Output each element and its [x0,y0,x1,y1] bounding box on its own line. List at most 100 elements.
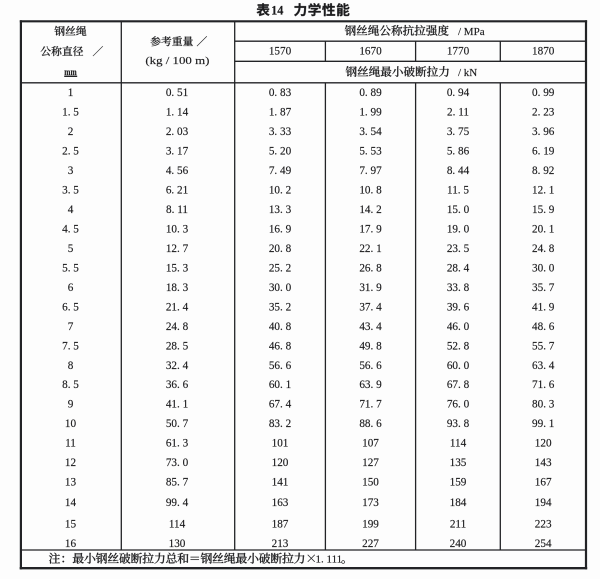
svg-text:16: 16 [65,538,77,550]
svg-text:141: 141 [272,477,289,489]
svg-text:1770: 1770 [447,46,470,58]
svg-text:8. 5: 8. 5 [62,379,79,391]
svg-text:213: 213 [272,538,289,550]
svg-text:41. 1: 41. 1 [166,399,188,411]
svg-text:7: 7 [68,321,74,333]
svg-text:3. 75: 3. 75 [447,126,470,138]
svg-text:23. 5: 23. 5 [447,243,470,255]
svg-text:37. 4: 37. 4 [359,301,382,313]
svg-text:43. 4: 43. 4 [359,321,382,333]
svg-text:16. 9: 16. 9 [269,224,292,236]
svg-text:52. 8: 52. 8 [447,340,470,352]
svg-text:114: 114 [450,438,467,450]
svg-text:163: 163 [272,497,289,509]
svg-text:24. 8: 24. 8 [532,243,555,255]
svg-text:0. 51: 0. 51 [166,87,188,99]
svg-text:83. 2: 83. 2 [269,418,291,430]
svg-text:13: 13 [65,477,77,489]
svg-text:1. 14: 1. 14 [166,107,189,119]
svg-text:93. 8: 93. 8 [447,418,470,430]
svg-text:25. 2: 25. 2 [269,262,291,274]
svg-text:32. 4: 32. 4 [166,360,189,372]
svg-text:48. 6: 48. 6 [532,321,555,333]
svg-text:2. 03: 2. 03 [166,126,189,138]
svg-text:10. 2: 10. 2 [269,185,291,197]
svg-text:20. 8: 20. 8 [269,243,292,255]
svg-text:1. 99: 1. 99 [359,107,382,119]
svg-text:10. 3: 10. 3 [166,224,189,236]
svg-text:150: 150 [362,477,379,489]
svg-text:19. 0: 19. 0 [447,224,470,236]
svg-text:240: 240 [450,538,467,550]
svg-text:99. 1: 99. 1 [532,418,554,430]
svg-text:85. 7: 85. 7 [166,477,189,489]
svg-text:5. 5: 5. 5 [62,262,79,274]
svg-text:194: 194 [535,497,552,509]
svg-text:55. 7: 55. 7 [532,340,555,352]
svg-text:14. 2: 14. 2 [359,204,381,216]
svg-text:4. 5: 4. 5 [62,224,79,236]
svg-text:5. 86: 5. 86 [447,146,470,158]
svg-text:28. 4: 28. 4 [447,262,470,274]
svg-text:71. 6: 71. 6 [532,379,555,391]
svg-text:1: 1 [68,87,74,99]
svg-text:0. 89: 0. 89 [359,87,382,99]
svg-text:60. 1: 60. 1 [269,379,291,391]
svg-text:6: 6 [68,282,74,294]
svg-text:159: 159 [450,477,467,489]
svg-text:227: 227 [362,538,379,550]
svg-text:18. 3: 18. 3 [166,282,189,294]
svg-text:1. 87: 1. 87 [269,107,292,119]
svg-text:50. 7: 50. 7 [166,418,189,430]
svg-text:33. 8: 33. 8 [447,282,470,294]
svg-text:14: 14 [271,4,283,18]
svg-text:114: 114 [169,519,186,531]
svg-text:223: 223 [535,519,552,531]
svg-text:12. 7: 12. 7 [166,243,189,255]
svg-text:17. 9: 17. 9 [359,224,382,236]
svg-text:8. 92: 8. 92 [532,165,554,177]
svg-text:3. 33: 3. 33 [269,126,292,138]
svg-text:5. 20: 5. 20 [269,146,292,158]
svg-text:3: 3 [68,165,74,177]
svg-text:143: 143 [535,457,552,469]
svg-text:2. 23: 2. 23 [532,107,555,119]
svg-text:184: 184 [450,497,467,509]
svg-text:46. 8: 46. 8 [269,340,292,352]
svg-text:35. 7: 35. 7 [532,282,555,294]
svg-text:8: 8 [68,360,74,372]
svg-text:120: 120 [272,457,289,469]
svg-text:31. 9: 31. 9 [359,282,382,294]
svg-text:7. 97: 7. 97 [359,165,382,177]
svg-text:0. 99: 0. 99 [532,87,555,99]
svg-text:(kg / 100 m): (kg / 100 m) [145,55,209,67]
svg-text:5: 5 [68,243,74,255]
svg-text:73. 0: 73. 0 [166,457,189,469]
svg-text:21. 4: 21. 4 [166,301,189,313]
svg-text:5. 53: 5. 53 [359,146,382,158]
svg-text:14: 14 [65,497,77,509]
svg-text:30. 0: 30. 0 [269,282,292,294]
svg-text:28. 5: 28. 5 [166,340,189,352]
svg-text:8. 11: 8. 11 [166,204,188,216]
svg-text:46. 0: 46. 0 [447,321,470,333]
svg-text:11: 11 [65,438,76,450]
svg-text:7. 5: 7. 5 [62,340,79,352]
svg-text:22. 1: 22. 1 [359,243,381,255]
svg-text:40. 8: 40. 8 [269,321,292,333]
svg-text:6. 19: 6. 19 [532,146,555,158]
svg-text:99. 4: 99. 4 [166,497,189,509]
svg-text:6. 21: 6. 21 [166,185,188,197]
svg-text:4: 4 [68,204,74,216]
svg-text:80. 3: 80. 3 [532,399,555,411]
svg-text:13. 3: 13. 3 [269,204,292,216]
svg-text:60. 0: 60. 0 [447,360,470,372]
svg-text:107: 107 [362,438,379,450]
svg-text:120: 120 [535,438,552,450]
svg-text:3. 54: 3. 54 [359,126,382,138]
svg-text:71. 7: 71. 7 [359,399,382,411]
svg-text:11. 5: 11. 5 [447,185,469,197]
svg-text:56. 6: 56. 6 [269,360,292,372]
svg-text:12. 1: 12. 1 [532,185,554,197]
svg-text:7. 49: 7. 49 [269,165,292,177]
